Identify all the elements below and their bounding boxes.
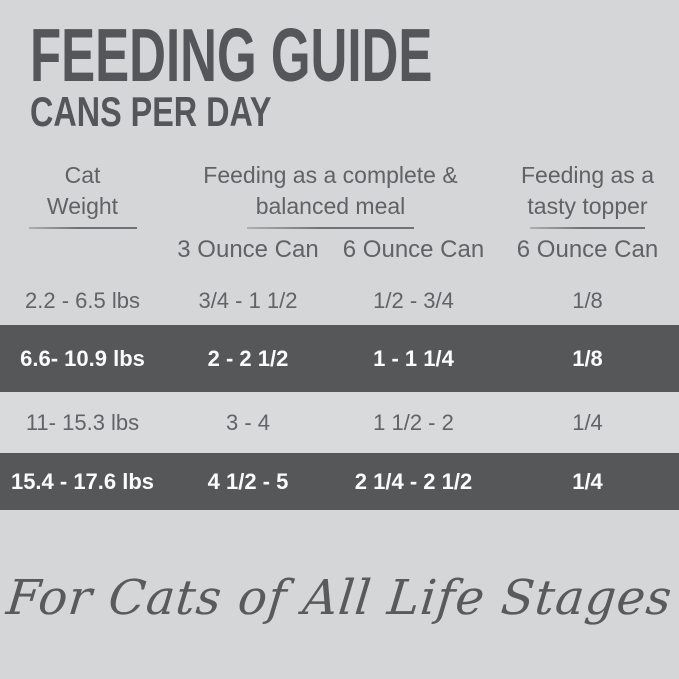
cat-weight-value: 15.4 - 17.6 lbs [10,468,155,494]
cat-weight-value: 2.2 - 6.5 lbs [25,287,140,313]
header-complete-meal-line2: balanced meal [255,193,406,219]
header-cat-weight-line1: Cat [64,162,101,188]
header-tasty-topper-line2: tasty topper [527,193,648,219]
subheader-6oz-can-topper: 6 Ounce Can [516,236,659,263]
header-cat-weight-line2: Weight [46,193,119,219]
topper-value: 1/4 [572,468,603,494]
can3oz-value: 3/4 - 1 1/2 [198,287,298,313]
table-subheader-row: 3 Ounce Can 6 Ounce Can 6 Ounce Can [0,236,679,264]
table-body: 2.2 - 6.5 lbs 3/4 - 1 1/2 1/2 - 3/4 1/8 … [0,276,679,510]
cat-weight-value: 6.6- 10.9 lbs [20,345,145,371]
topper-value: 1/8 [572,287,603,313]
page-subtitle-text: CANS PER DAY [30,88,272,135]
can6oz-value: 1 - 1 1/4 [373,345,454,371]
can3oz-value: 4 1/2 - 5 [207,468,289,494]
can6oz-value: 1 1/2 - 2 [373,409,454,435]
page-title: FEEDING GUIDE [30,18,622,93]
subheader-3oz-can: 3 Ounce Can [177,236,319,263]
header-tasty-topper-underline [530,227,645,229]
can6oz-value: 2 1/4 - 2 1/2 [354,468,473,494]
table-row: 2.2 - 6.5 lbs 3/4 - 1 1/2 1/2 - 3/4 1/8 [0,276,679,325]
header-group-tasty-topper: Feeding as a tasty topper [496,160,679,253]
table-row: 11- 15.3 lbs 3 - 4 1 1/2 - 2 1/4 [0,392,679,453]
table-row-highlighted: 15.4 - 17.6 lbs 4 1/2 - 5 2 1/4 - 2 1/2 … [0,453,679,510]
topper-value: 1/8 [572,345,603,371]
header-complete-meal-line1: Feeding as a complete & [203,162,458,188]
table-header-row: Cat Weight Feeding as a complete & balan… [0,160,679,253]
can3oz-value: 2 - 2 1/2 [207,345,289,371]
footer-handwritten-tagline: For Cats of All Life Stages [4,570,675,626]
header-complete-meal-underline [247,227,414,229]
header-group-cat-weight: Cat Weight [0,160,165,253]
subheader-6oz-can-meal: 6 Ounce Can [342,236,485,263]
subheader-empty [0,236,165,264]
cat-weight-value: 11- 15.3 lbs [25,409,140,435]
header-tasty-topper-line1: Feeding as a [521,162,654,188]
table-row-highlighted: 6.6- 10.9 lbs 2 - 2 1/2 1 - 1 1/4 1/8 [0,325,679,392]
page-subtitle: CANS PER DAY [30,91,344,133]
header-group-complete-meal: Feeding as a complete & balanced meal [165,160,496,253]
page-title-text: FEEDING GUIDE [30,13,433,97]
header-cat-weight-underline [28,227,137,229]
topper-value: 1/4 [572,409,603,435]
can3oz-value: 3 - 4 [225,409,271,435]
can6oz-value: 1/2 - 3/4 [373,287,454,313]
